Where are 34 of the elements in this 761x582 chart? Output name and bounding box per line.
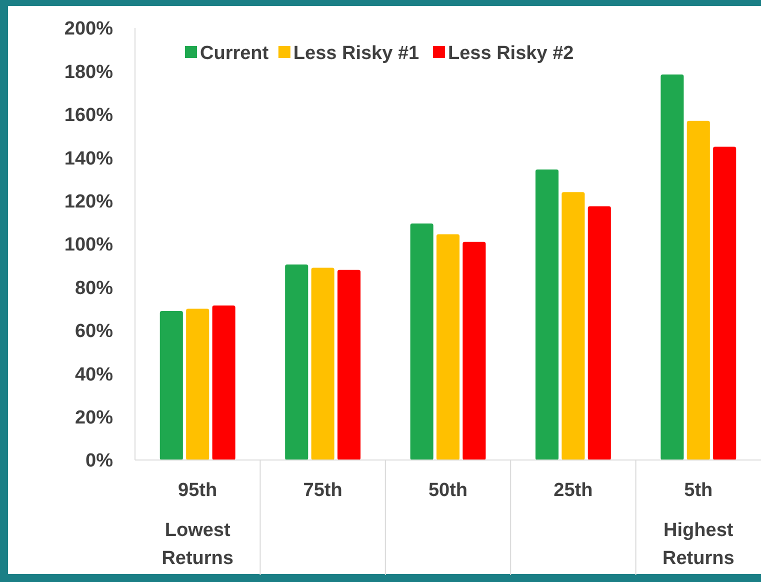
bar [588, 206, 611, 460]
bar [686, 120, 710, 460]
bar [660, 74, 684, 460]
bar [160, 310, 183, 460]
x-tick-label: 75th [303, 480, 342, 501]
bar [212, 306, 236, 460]
legend-label: Current [200, 43, 270, 64]
y-tick-label: 180% [64, 62, 114, 83]
x-tick-label: 50th [428, 480, 468, 501]
legend-label: Less Risky #1 [293, 43, 420, 64]
x-tick-label: 5th Highest Returns [662, 480, 734, 569]
y-tick-label: 160% [64, 105, 114, 126]
y-tick-label: 20% [74, 407, 114, 428]
y-tick-label: 60% [74, 321, 114, 342]
y-tick-label: 100% [64, 234, 114, 256]
bar [285, 264, 308, 460]
y-tick-label: 0% [86, 450, 114, 472]
bar [410, 223, 434, 460]
y-tick-label: 80% [74, 278, 114, 299]
y-tick-label: 40% [74, 364, 114, 386]
bar [337, 270, 361, 460]
bar [562, 192, 585, 460]
bar [436, 234, 460, 460]
x-tick-label: 95th Lowest Returns [162, 480, 234, 569]
y-tick-label: 200% [64, 18, 114, 40]
bar [311, 268, 334, 460]
bar [535, 169, 559, 460]
y-tick-label: 120% [64, 191, 114, 212]
x-tick-label: 25th [554, 480, 593, 501]
legend-label: Less Risky #2 [448, 43, 574, 64]
bar [713, 146, 736, 460]
bar [186, 308, 210, 460]
y-tick-label: 140% [64, 148, 114, 170]
bar [462, 242, 486, 460]
